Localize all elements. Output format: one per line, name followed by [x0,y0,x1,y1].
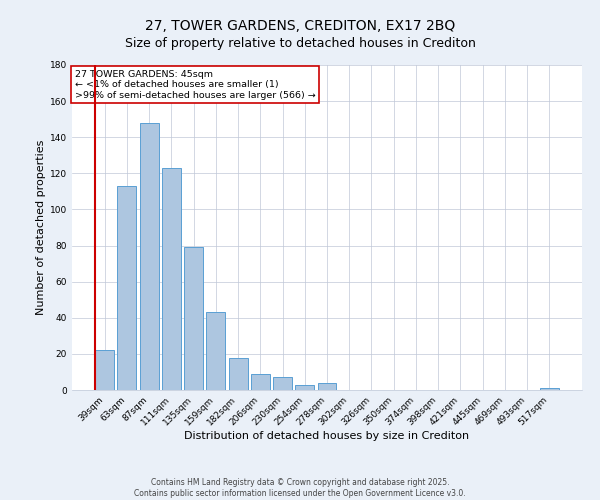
Bar [317,383,337,390]
Bar [229,358,248,390]
X-axis label: Distribution of detached houses by size in Crediton: Distribution of detached houses by size … [184,431,470,441]
Bar [206,312,225,390]
Y-axis label: Number of detached properties: Number of detached properties [36,140,46,315]
Text: 27 TOWER GARDENS: 45sqm
← <1% of detached houses are smaller (1)
>99% of semi-de: 27 TOWER GARDENS: 45sqm ← <1% of detache… [74,70,316,100]
Text: Contains HM Land Registry data © Crown copyright and database right 2025.
Contai: Contains HM Land Registry data © Crown c… [134,478,466,498]
Bar [162,168,181,390]
Bar [140,123,158,390]
Bar [540,388,559,390]
Bar [184,248,203,390]
Bar [251,374,270,390]
Text: Size of property relative to detached houses in Crediton: Size of property relative to detached ho… [125,37,475,50]
Bar [295,384,314,390]
Bar [95,350,114,390]
Text: 27, TOWER GARDENS, CREDITON, EX17 2BQ: 27, TOWER GARDENS, CREDITON, EX17 2BQ [145,18,455,32]
Bar [273,378,292,390]
Bar [118,186,136,390]
